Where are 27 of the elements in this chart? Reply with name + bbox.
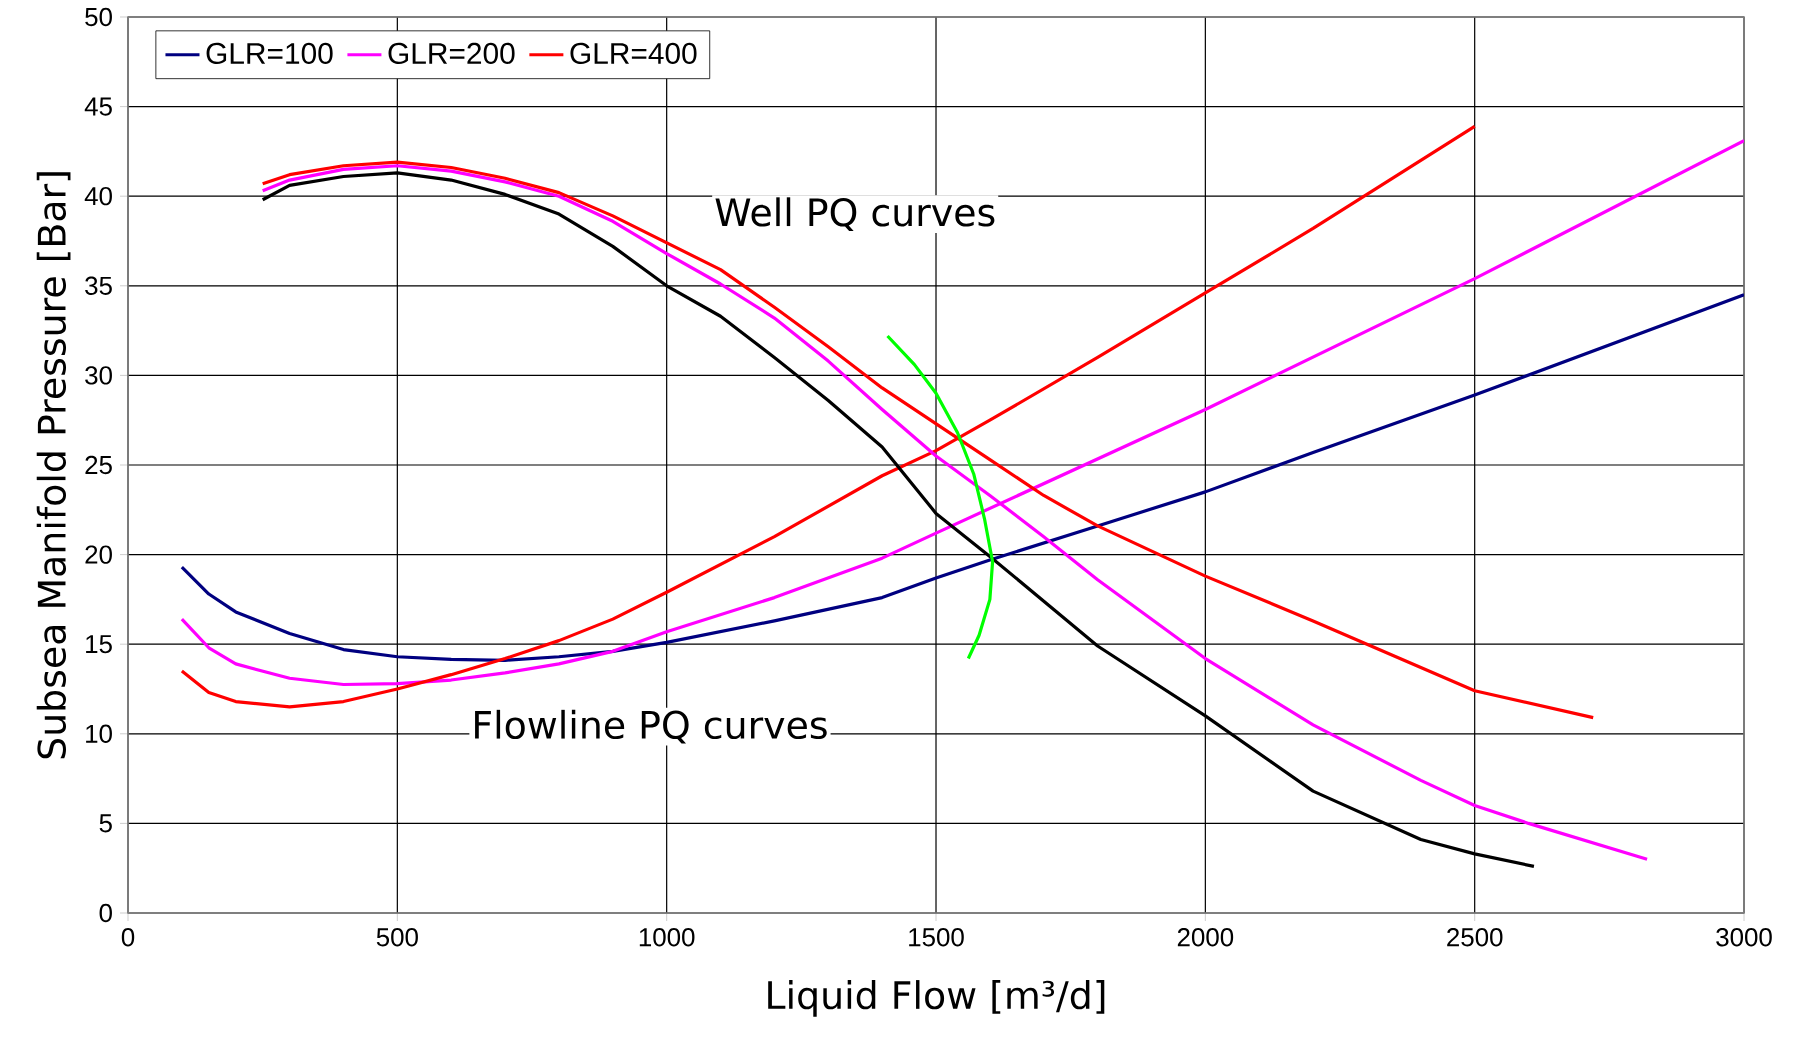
x-tick-label: 2500 <box>1447 928 1503 947</box>
line-series <box>885 334 995 661</box>
y-tick-label: 50 <box>85 7 112 27</box>
legend-label: GLR=100 <box>206 42 333 64</box>
x-tick-label: 1500 <box>909 928 964 947</box>
y-tick-label: 30 <box>85 366 112 385</box>
x-tick-label: 500 <box>376 928 418 947</box>
y-tick-label: 15 <box>86 635 112 654</box>
y-tick-label: 0 <box>99 903 112 923</box>
line-series <box>180 293 1745 662</box>
x-axis-title: Liquid Flow [m³/d] <box>768 980 1105 1017</box>
y-tick-label: 25 <box>85 455 112 475</box>
x-tick-label: 1000 <box>639 928 695 947</box>
annotation: Well PQ curves <box>715 197 995 231</box>
x-tick-label: 2000 <box>1177 928 1234 947</box>
annotation: Flowline PQ curves <box>475 709 827 744</box>
y-tick-label: 35 <box>85 276 112 295</box>
x-tick-label: 0 <box>121 928 135 947</box>
x-tick-label: 3000 <box>1716 928 1772 947</box>
y-tick-label: 45 <box>84 97 112 116</box>
legend-label: GLR=200 <box>388 42 515 64</box>
y-axis-title: Subsea Manifold Pressure [Bar] <box>36 172 71 759</box>
y-tick-label: 5 <box>99 814 112 833</box>
y-tick-label: 20 <box>85 545 112 564</box>
y-tick-label: 40 <box>84 187 112 206</box>
legend-label: GLR=400 <box>570 42 697 64</box>
y-tick-label: 10 <box>86 724 112 743</box>
